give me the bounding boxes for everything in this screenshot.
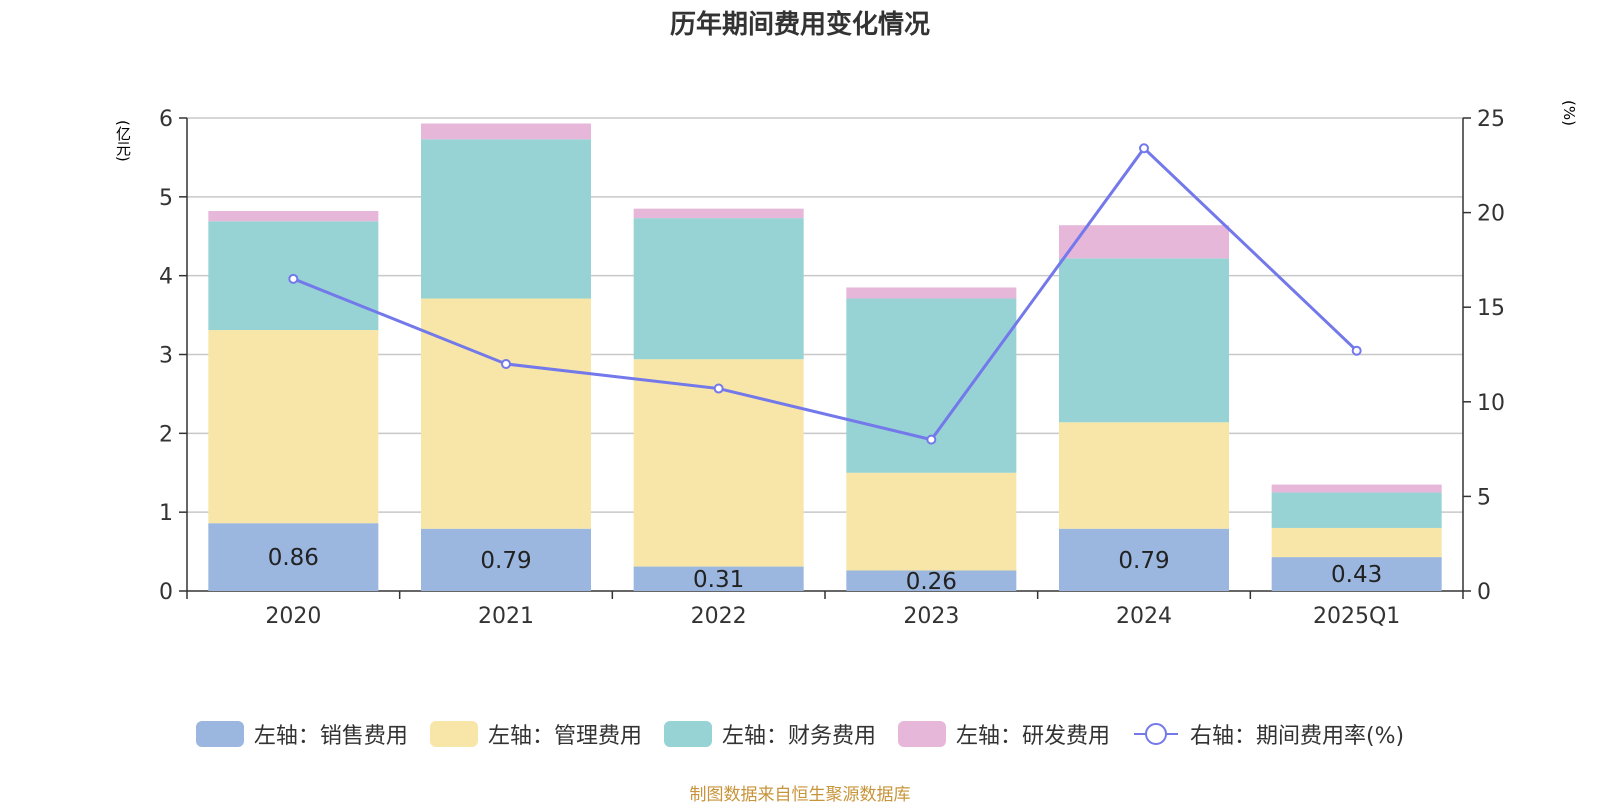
right-axis-tick-label: 15 [1477, 296, 1505, 321]
x-axis-tick-label: 2021 [478, 604, 534, 629]
legend-label-admin: 左轴：管理费用 [487, 724, 642, 749]
right-axis-tick-label: 10 [1477, 391, 1505, 416]
bar-segment-1 [1271, 557, 1442, 591]
bar-segment-4 [421, 123, 591, 140]
bar-segment-1 [633, 566, 804, 591]
bar-segment-1 [1059, 528, 1229, 591]
bar-segment-4 [846, 287, 1017, 299]
legend-item-finance[interactable]: 左轴：财务费用 [663, 718, 876, 750]
x-axis-tick-label: 2020 [265, 604, 321, 629]
bar-segment-2 [846, 472, 1017, 571]
right-axis-tick-label: 5 [1477, 485, 1491, 510]
legend-swatch-rnd [897, 721, 946, 747]
bar-segment-4 [208, 211, 379, 222]
bar-data-label: 0.79 [480, 548, 531, 574]
bar-segment-2 [633, 359, 804, 567]
left-axis-tick-label: 0 [159, 580, 173, 605]
x-axis-tick-label: 2022 [691, 604, 747, 629]
bar-segment-2 [1271, 527, 1442, 558]
legend-swatch-admin [429, 721, 478, 747]
legend-label-rnd: 左轴：研发费用 [955, 724, 1110, 749]
bar-segment-4 [633, 208, 804, 219]
expense-ratio-point [288, 273, 299, 284]
legend-swatch-finance [663, 721, 712, 747]
bar-data-label: 0.79 [1118, 548, 1169, 574]
bar-segment-1 [208, 523, 379, 591]
legend-label-finance: 左轴：财务费用 [721, 724, 876, 749]
x-axis-tick-label: 2025Q1 [1313, 604, 1400, 629]
chart-title: 历年期间费用变化情况 [669, 10, 930, 40]
bar-segment-4 [1059, 225, 1229, 259]
bar-data-label: 0.31 [693, 567, 744, 593]
bar-segment-2 [1059, 422, 1229, 529]
bar-segment-2 [208, 330, 379, 524]
expense-ratio-point [1139, 143, 1149, 154]
expense-ratio-point [1351, 345, 1362, 356]
legend-item-expense-ratio[interactable]: 右轴：期间费用率(%) [1132, 718, 1404, 750]
bar-segment-4 [1271, 484, 1442, 493]
legend-item-admin[interactable]: 左轴：管理费用 [429, 718, 642, 750]
legend: 左轴：销售费用 左轴：管理费用 左轴：财务费用 左轴：研发费用 右轴：期间费用率… [0, 718, 1600, 750]
left-axis-unit: (亿元) [114, 120, 132, 162]
bar-data-label: 0.26 [906, 569, 957, 595]
chart-plot: 0 1 2 3 4 5 6 0 5 10 15 20 25 2020 0.86 2021 0.79 2022 0.3… [159, 107, 1505, 629]
bar-segment-2 [421, 298, 591, 529]
bar-segment-3 [421, 139, 591, 299]
right-axis-unit: (%) [1560, 100, 1578, 126]
legend-label-sales: 左轴：销售费用 [253, 724, 408, 749]
right-axis-tick-label: 20 [1477, 202, 1505, 227]
legend-item-rnd[interactable]: 左轴：研发费用 [897, 718, 1110, 750]
left-axis-tick-label: 5 [159, 186, 173, 211]
x-axis-tick-label: 2024 [1116, 604, 1172, 629]
right-axis-tick-label: 0 [1477, 580, 1491, 605]
bar-segment-1 [846, 570, 1017, 591]
expense-ratio-point [713, 383, 724, 394]
legend-swatch-sales [195, 721, 244, 747]
bar-segment-3 [1059, 258, 1229, 423]
bar-data-label: 0.43 [1331, 562, 1382, 588]
bar-segment-3 [846, 298, 1017, 473]
legend-line-marker-icon [1133, 723, 1178, 745]
right-axis-tick-label: 25 [1477, 107, 1505, 132]
bar-segment-1 [421, 528, 591, 591]
left-axis-tick-label: 6 [159, 107, 173, 132]
bar-segment-3 [633, 218, 804, 360]
legend-item-sales[interactable]: 左轴：销售费用 [195, 718, 408, 750]
bar-segment-3 [1271, 492, 1442, 528]
expense-ratio-line [292, 146, 1358, 442]
bar-data-label: 0.86 [268, 545, 319, 571]
expense-ratio-point [926, 434, 937, 445]
expense-ratio-point [501, 358, 511, 369]
left-axis-tick-label: 4 [159, 265, 173, 290]
legend-label-expense-ratio: 右轴：期间费用率(%) [1189, 724, 1405, 749]
footer-source: 制图数据来自恒生聚源数据库 [689, 785, 911, 805]
left-axis-tick-label: 2 [159, 422, 173, 447]
left-axis-tick-label: 3 [159, 344, 173, 369]
left-axis-tick-label: 1 [159, 501, 173, 526]
x-axis-tick-label: 2023 [903, 604, 959, 629]
